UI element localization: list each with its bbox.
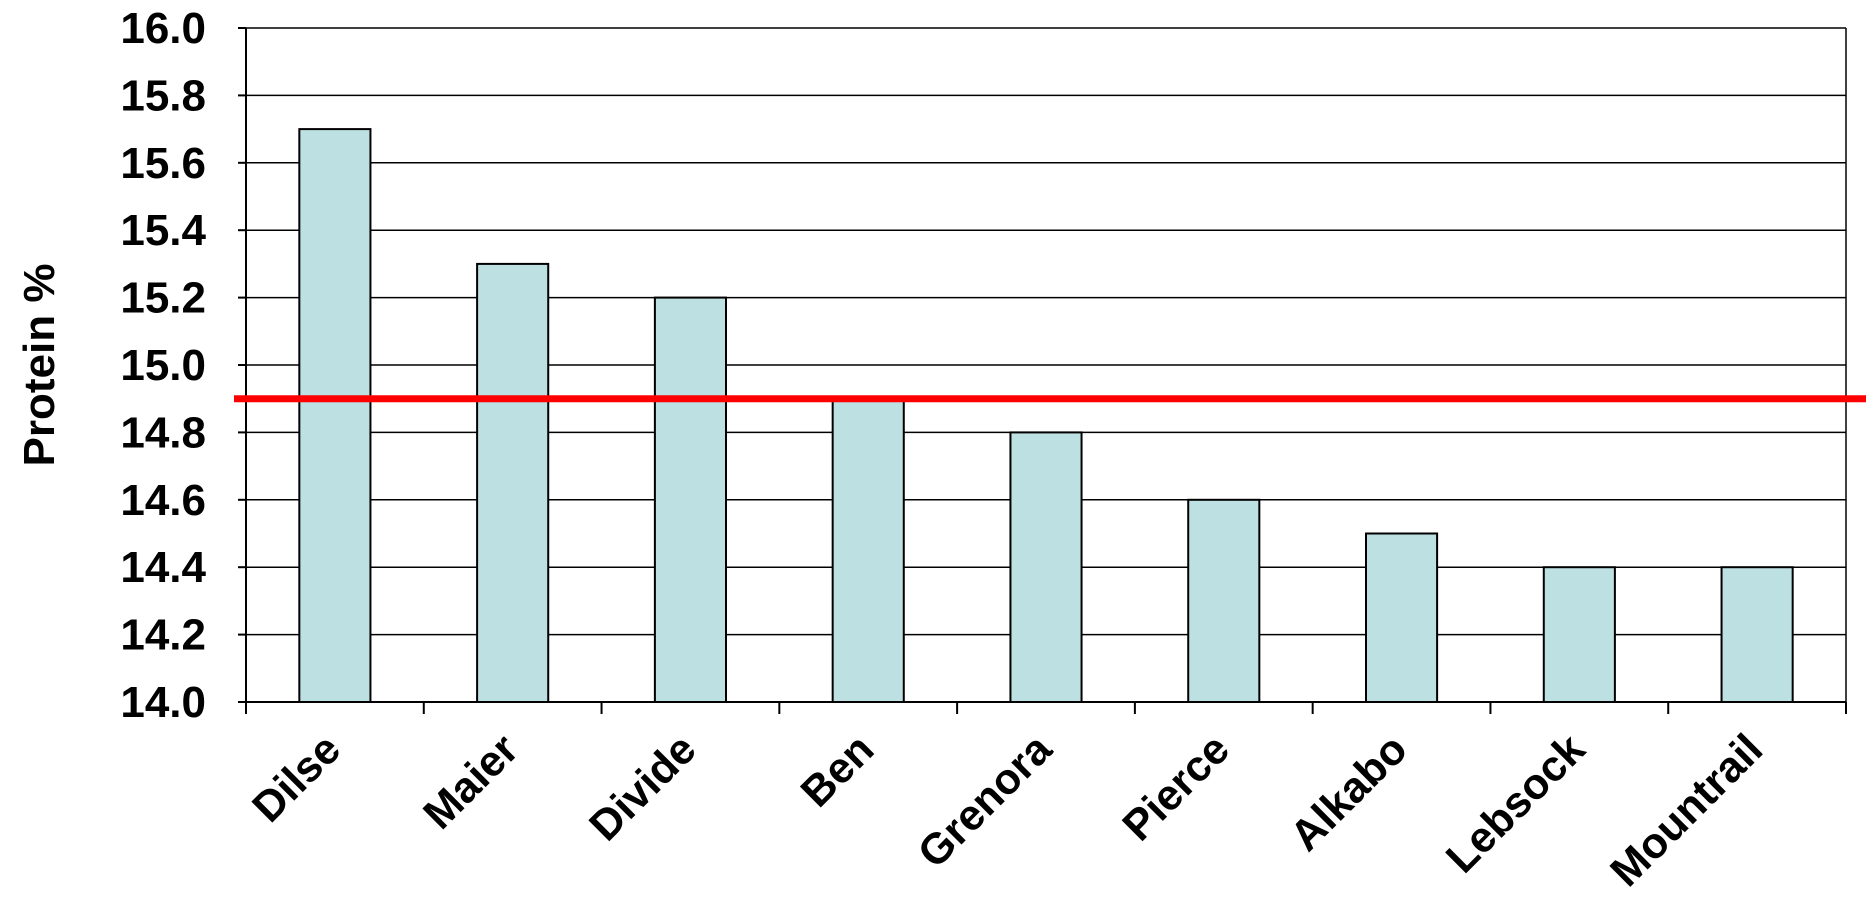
x-category-label: Dilse [243, 725, 350, 832]
y-tick-label: 15.6 [120, 139, 206, 188]
y-tick-label: 16.0 [120, 4, 206, 53]
y-tick-label: 14.2 [120, 611, 206, 660]
y-axis-title: Protein % [15, 264, 64, 467]
x-category-label: Grenora [909, 724, 1062, 877]
y-tick-label: 14.4 [120, 543, 206, 592]
bar-grenora [1009, 431, 1083, 703]
bars [298, 128, 1794, 704]
x-category-label: Alkabo [1281, 725, 1416, 860]
bar-alkabo [1365, 532, 1439, 703]
y-tick-label: 14.6 [120, 476, 206, 525]
x-category-label: Divide [580, 725, 705, 850]
y-tick-label: 15.4 [120, 206, 206, 255]
bar-lebsock [1542, 566, 1616, 704]
bar-dilse [298, 128, 372, 704]
x-category-labels: Dilse Maier Divide Ben Grenora Pierce Alkabo Le… [243, 724, 1772, 896]
y-tick-labels: 14.0 14.2 14.4 14.6 14.8 15.0 15.2 15.4 15.6 15.8… [120, 4, 206, 727]
y-tick-label: 15.2 [120, 274, 206, 323]
x-category-label: Maier [414, 725, 528, 839]
bar-divide [653, 296, 728, 703]
axes [238, 27, 1847, 714]
bar-pierce [1187, 498, 1261, 703]
x-category-label: Mountrail [1601, 725, 1772, 896]
x-category-label: Ben [792, 725, 883, 816]
bar-maier [476, 262, 550, 703]
y-tick-label: 15.8 [120, 71, 206, 120]
x-category-label: Lebsock [1437, 725, 1594, 882]
y-tick-label: 15.0 [120, 341, 206, 390]
bar-mountrail [1720, 566, 1794, 704]
y-tick-label: 14.8 [120, 408, 206, 457]
y-tick-label: 14.0 [120, 678, 206, 727]
bar-ben [831, 397, 905, 703]
x-category-label: Pierce [1114, 725, 1239, 850]
